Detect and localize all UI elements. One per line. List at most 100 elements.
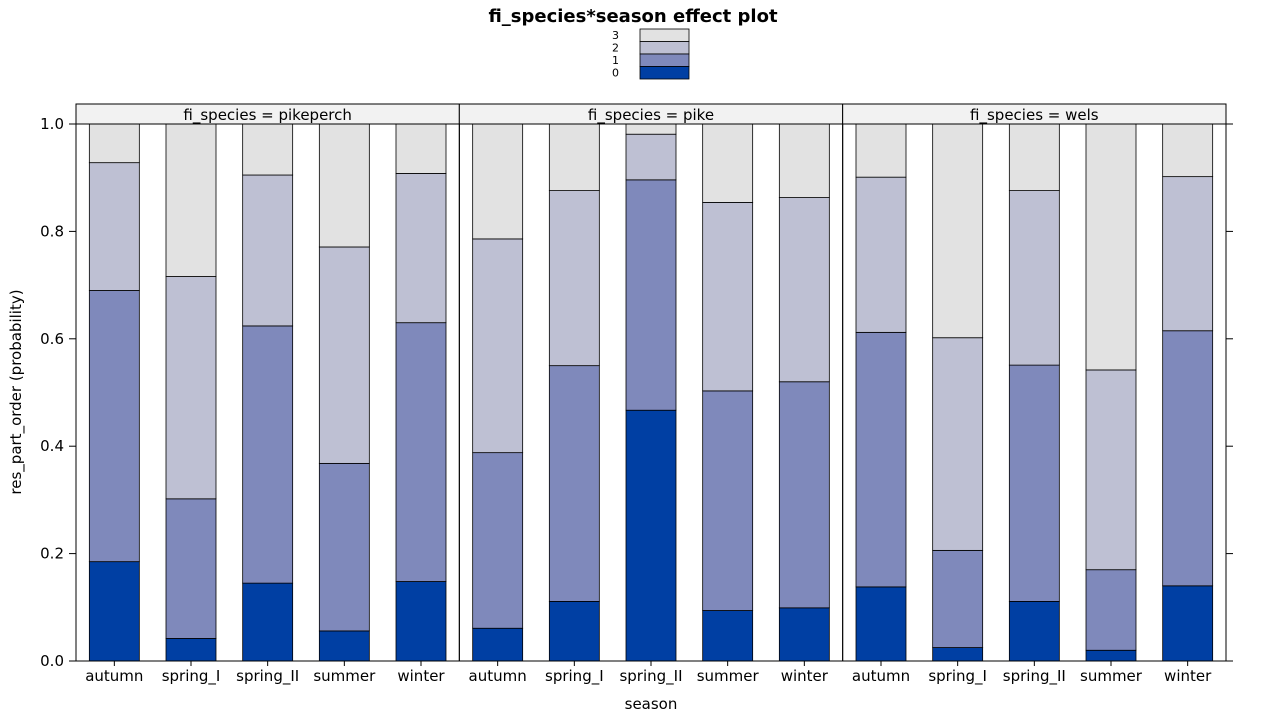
legend-label-2: 2 [612,42,619,55]
bar-segment-0-spring_I-level-2 [165,276,217,500]
y-axis-label: res_part_order (probability) [7,289,26,494]
strip-label-2: fi_species = wels [970,106,1099,125]
y-tick-label-2: 0.4 [40,437,64,455]
x-tick-label-2-1: spring_I [928,667,987,686]
legend-label-0: 0 [612,67,619,80]
bar-segment-1-winter-level-3 [778,123,830,198]
bar-segment-2-winter-level-2 [1162,176,1214,332]
bar-segment-0-spring_II-level-3 [242,123,294,176]
bar-segment-2-summer-level-1 [1085,569,1137,651]
bar-segment-1-spring_I-level-1 [548,365,600,602]
bar-segment-1-winter-level-0 [778,607,830,662]
bar-segment-2-winter-level-3 [1162,123,1214,178]
bar-segment-2-summer-level-2 [1085,369,1137,571]
x-axis-label: season [625,695,678,713]
legend-swatch-2 [639,41,690,55]
bar-segment-0-autumn-level-2 [88,162,140,291]
bar-segment-0-spring_I-level-3 [165,123,217,277]
legend-swatch-3 [639,28,690,42]
bar-segment-1-spring_II-level-3 [625,123,677,135]
bar-segment-0-spring_I-level-1 [165,498,217,639]
bars [88,123,1214,662]
bar-segment-1-winter-level-1 [778,381,830,609]
bar-segment-0-spring_II-level-2 [242,174,294,327]
bar-segment-2-winter-level-0 [1162,585,1214,662]
bar-segment-1-spring_I-level-3 [548,123,600,191]
bar-segment-2-winter-level-1 [1162,330,1214,587]
bar-segment-0-winter-level-2 [395,173,447,324]
x-tick-label-0-0: autumn [85,667,143,685]
x-tick-label-0-1: spring_I [162,667,221,686]
x-tick-label-2-3: summer [1080,667,1143,685]
bar-segment-1-summer-level-0 [702,610,754,662]
y-tick-label-3: 0.6 [40,330,64,348]
x-tick-label-0-4: winter [397,667,445,685]
x-tick-label-1-3: summer [697,667,760,685]
y-tick-label-4: 0.8 [40,222,64,240]
bar-segment-2-spring_I-level-2 [932,337,984,551]
bar-segment-2-spring_II-level-0 [1008,600,1060,662]
bar-segment-2-spring_II-level-3 [1008,123,1060,191]
bar-segment-2-summer-level-0 [1085,649,1137,662]
x-tick-label-1-2: spring_II [619,667,682,686]
axes: autumn spring_I spring_II summer winter autum… [40,115,1233,686]
bar-segment-2-autumn-level-3 [855,123,907,178]
x-tick-label-0-3: summer [313,667,376,685]
bar-segment-2-spring_I-level-0 [932,647,984,662]
bar-segment-2-autumn-level-0 [855,586,907,662]
bar-segment-1-summer-level-1 [702,390,754,611]
bar-segment-2-spring_II-level-1 [1008,364,1060,602]
legend-swatch-0 [639,66,690,80]
bar-segment-1-summer-level-3 [702,123,754,203]
bar-segment-1-autumn-level-2 [472,238,524,454]
bar-segment-1-autumn-level-1 [472,452,524,629]
legend-label-3: 3 [612,29,619,42]
bar-segment-1-winter-level-2 [778,197,830,383]
bar-segment-1-spring_I-level-2 [548,190,600,367]
bar-segment-0-summer-level-1 [318,462,370,632]
bar-segment-1-summer-level-2 [702,202,754,392]
bar-segment-2-summer-level-3 [1085,123,1137,371]
bar-segment-1-autumn-level-3 [472,123,524,240]
x-tick-label-2-4: winter [1164,667,1212,685]
bar-segment-0-winter-level-0 [395,581,447,662]
bar-segment-2-autumn-level-1 [855,331,907,588]
bar-segment-0-spring_I-level-0 [165,638,217,662]
bar-segment-0-autumn-level-1 [88,290,140,563]
bar-segment-1-spring_II-level-2 [625,133,677,181]
bar-segment-0-winter-level-1 [395,322,447,582]
bar-segment-1-spring_II-level-1 [625,179,677,411]
x-tick-label-1-0: autumn [469,667,527,685]
bar-segment-2-spring_I-level-1 [932,549,984,648]
x-tick-label-1-1: spring_I [545,667,604,686]
bar-segment-2-autumn-level-2 [855,176,907,333]
bar-segment-0-autumn-level-3 [88,123,140,164]
bar-segment-0-autumn-level-0 [88,561,140,662]
bar-segment-0-summer-level-0 [318,630,370,662]
y-tick-label-5: 1.0 [40,115,64,133]
bar-segment-1-spring_I-level-0 [548,600,600,662]
bar-segment-0-summer-level-2 [318,246,370,464]
bar-segment-0-spring_II-level-1 [242,325,294,584]
bar-segment-0-spring_II-level-0 [242,582,294,662]
strip-label-1: fi_species = pike [588,106,714,125]
x-tick-label-0-2: spring_II [236,667,299,686]
bar-segment-1-spring_II-level-0 [625,409,677,662]
x-tick-label-2-0: autumn [852,667,910,685]
y-tick-label-1: 0.2 [40,545,64,563]
legend-label-1: 1 [612,54,619,67]
x-tick-label-1-4: winter [781,667,829,685]
bar-segment-2-spring_I-level-3 [932,123,984,339]
chart-title: fi_species*season effect plot [488,6,778,27]
bar-segment-0-summer-level-3 [318,123,370,248]
panel-strips: fi_species = pikeperch fi_species = pike f… [75,103,1227,125]
x-tick-label-2-2: spring_II [1003,667,1066,686]
legend-swatch-1 [639,53,690,67]
strip-label-0: fi_species = pikeperch [183,106,352,125]
bar-segment-1-autumn-level-0 [472,627,524,662]
y-tick-label-0: 0.0 [40,652,64,670]
bar-segment-2-spring_II-level-2 [1008,190,1060,366]
bar-segment-0-winter-level-3 [395,123,447,174]
